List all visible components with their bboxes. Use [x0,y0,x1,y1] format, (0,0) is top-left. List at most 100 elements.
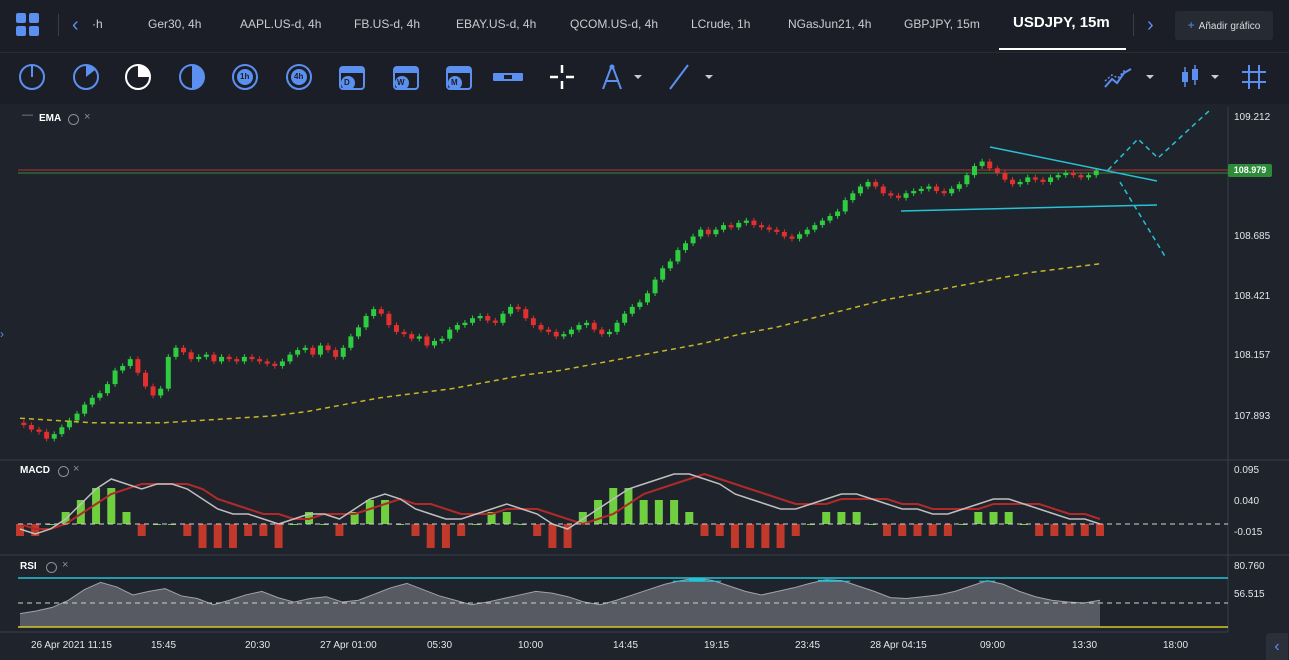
candle-body [979,161,985,167]
time-axis-label: 27 Apr 01:00 [320,640,377,651]
calendar-week-icon[interactable]: W [390,61,422,93]
time-axis-label: 10:00 [518,640,544,651]
macd-histogram-bar [274,524,283,548]
tab-qcom[interactable]: QCOM.US-d, 4h [570,17,659,31]
calendar-month-icon[interactable]: M [443,61,475,93]
macd-histogram-bar [426,524,435,548]
rsi-axis-label: 56.515 [1234,589,1265,600]
candle-body [819,220,825,226]
timeframe-2-icon[interactable] [70,61,102,93]
timeframe-1-icon[interactable] [16,61,48,93]
candle-body [188,352,194,360]
timeframe-3-icon[interactable] [122,61,154,93]
grid-icon[interactable] [1238,61,1270,93]
candle-body [637,302,643,307]
tabs-scroll-left-icon[interactable]: ‹ [72,14,79,36]
tab-ger30[interactable]: Ger30, 4h [148,17,202,31]
macd-histogram-bar [487,512,496,524]
calendar-day-icon[interactable]: D [336,61,368,93]
ema-close-icon[interactable]: × [84,111,91,123]
candle-body [1093,170,1099,176]
candle-body [933,186,939,192]
candle-body [743,220,749,223]
tabs-scroll-right-icon[interactable]: › [1147,14,1154,36]
candle-body [203,354,209,357]
trendline-lower [900,204,1158,212]
candle-body [44,431,50,439]
tab-fb[interactable]: FB.US-d, 4h [354,17,421,31]
tab-aapl[interactable]: AAPL.US-d, 4h [240,17,322,31]
tab-0[interactable]: ·h [92,17,103,31]
candle-body [317,345,323,355]
candle-body [911,191,917,194]
candlestick-icon[interactable] [1174,61,1206,93]
time-axis-label: 23:45 [795,640,821,651]
candle-body [142,372,148,387]
macd-histogram-bar [746,524,755,548]
price-axis-label: 108.685 [1234,231,1271,242]
chevron-down-icon[interactable] [630,61,646,93]
time-axis-label: 18:00 [1163,640,1189,651]
tab-lcrude[interactable]: LCrude, 1h [691,17,751,31]
ema-label: EMA [39,113,62,124]
timeframe-4-icon[interactable] [176,61,208,93]
candle-body [462,322,468,326]
candle-body [972,166,978,176]
collapse-panel-icon[interactable]: ‹ [1266,633,1288,660]
ema-collapse-icon[interactable]: — [22,109,33,121]
rsi-settings-icon[interactable] [46,562,57,573]
rsi-close-icon[interactable]: × [62,559,69,571]
compass-icon[interactable] [596,61,628,93]
candle-body [530,318,536,326]
chart-area[interactable] [0,104,1289,660]
projection-up [1107,109,1211,171]
trendline-icon[interactable] [664,61,696,93]
candle-body [584,322,590,326]
macd-histogram-bar [517,524,526,525]
candle-body [1048,177,1054,182]
divider [1133,14,1134,36]
macd-settings-icon[interactable] [58,466,69,477]
macd-histogram-bar [594,500,603,524]
candle-body [295,350,301,355]
tab-ngas[interactable]: NGasJun21, 4h [788,17,872,31]
candle-body [591,322,597,330]
chevron-down-icon[interactable] [701,61,717,93]
candle-body [880,186,886,194]
macd-histogram-bar [365,500,374,524]
left-panel-toggle-icon[interactable]: › [0,327,4,341]
macd-histogram-bar [548,524,557,548]
grid-menu-icon[interactable] [16,13,40,37]
candle-body [257,359,263,362]
add-chart-button[interactable]: + Añadir gráfico [1175,11,1273,40]
candle-body [241,356,247,362]
candle-body [644,293,650,303]
candle-body [51,434,57,439]
candle-body [348,336,354,348]
chevron-down-icon[interactable] [1207,61,1223,93]
candle-body [918,188,924,192]
crosshair-icon[interactable] [546,61,578,93]
macd-histogram-bar [1050,524,1059,536]
chevron-down-icon[interactable] [1142,61,1158,93]
ruler-icon[interactable] [492,61,524,93]
candle-body [721,225,727,230]
timeframe-4h-icon[interactable]: 4h [283,61,315,93]
candle-body [173,347,179,357]
candle-body [424,336,430,346]
candle-body [150,386,156,396]
candle-body [74,413,80,421]
time-axis-label: 26 Apr 2021 11:15 [31,640,112,651]
tab-usdjpy[interactable]: USDJPY, 15m [1013,14,1110,31]
chart-type-icon[interactable] [1102,61,1134,93]
candle-body [865,181,871,187]
candle-body [371,309,377,316]
macd-histogram-bar [639,500,648,524]
tab-ebay[interactable]: EBAY.US-d, 4h [456,17,537,31]
macd-close-icon[interactable]: × [73,463,80,475]
price-axis-label: 109.212 [1234,112,1271,123]
timeframe-1h-icon[interactable]: 1h [229,61,261,93]
tab-gbpjpy[interactable]: GBPJPY, 15m [904,17,980,31]
ema-settings-icon[interactable] [68,114,79,125]
